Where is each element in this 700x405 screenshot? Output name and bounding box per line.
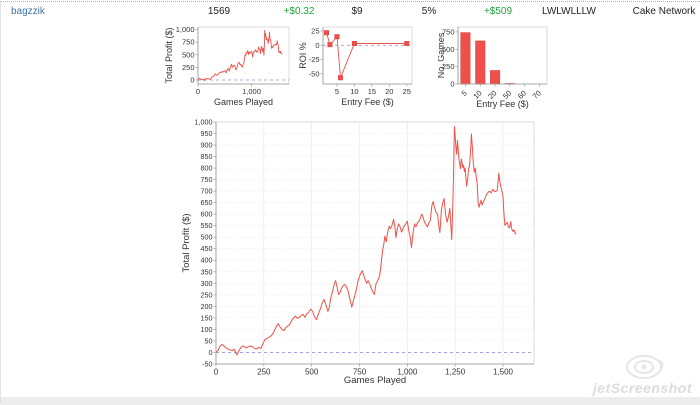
- x-tick-label: 20: [385, 87, 393, 96]
- y-tick-label: 750: [182, 38, 195, 47]
- y-axis-label: No. Games: [438, 32, 446, 78]
- y-axis-label: ROI %: [299, 42, 308, 69]
- y-tick-label: 0: [209, 348, 213, 357]
- bar-5: [460, 32, 471, 85]
- total-profit-spark-line: [197, 30, 283, 81]
- network-value: Cake Network: [632, 6, 696, 17]
- y-tick-label: 250: [182, 63, 195, 72]
- x-tick-label: 250: [257, 368, 271, 377]
- data-point-marker: [404, 41, 410, 47]
- y-tick-label: -25: [309, 55, 320, 64]
- y-tick-label: -50: [309, 69, 320, 78]
- x-axis-label: Entry Fee ($): [341, 97, 394, 107]
- player-name-link[interactable]: bagzzik: [11, 6, 45, 17]
- data-point-marker: [337, 75, 343, 81]
- y-tick-label: 200: [201, 302, 213, 311]
- x-tick-label: 750: [353, 368, 367, 377]
- y-tick-label: 700: [201, 187, 213, 196]
- roi-by-entry-fee-chart: -50 -25 0 25 5 10 15 20 25 Entry Fee ($) ROI %: [299, 19, 417, 114]
- y-tick-label: 500: [201, 233, 213, 242]
- y-tick-label: 750: [201, 175, 213, 184]
- y-tick-label: 0: [190, 76, 194, 85]
- y-tick-label: 500: [182, 50, 195, 59]
- x-tick-label: 10: [350, 87, 358, 96]
- plot-frame: [457, 26, 548, 85]
- x-tick-label: 0: [196, 87, 200, 96]
- y-tick-label: 450: [201, 244, 213, 253]
- x-tick-label: 1,000: [242, 87, 261, 96]
- x-tick-label: 1,500: [493, 368, 514, 377]
- x-tick-label: 15: [368, 87, 376, 96]
- x-tick-label: 500: [305, 368, 319, 377]
- plot-frame: [197, 26, 290, 85]
- x-tick-label: 1,250: [445, 368, 466, 377]
- y-tick-label: 650: [201, 198, 213, 207]
- plot-frame: [215, 121, 535, 365]
- x-axis-label: Games Played: [344, 375, 406, 386]
- y-tick-label: -50: [202, 359, 212, 368]
- page-bottom-strip: [1, 397, 700, 405]
- bar-20: [490, 70, 501, 85]
- average-stake-value: $9: [351, 6, 363, 17]
- total-profit-value: +$509: [483, 6, 513, 17]
- y-axis-label: Total Profit ($): [181, 213, 192, 272]
- total-profit-sparkline-chart: 0 250 500 750 1,000 0 1,000 Games Played Total P…: [164, 19, 294, 114]
- x-tick-label: 5: [460, 89, 469, 98]
- bar-10: [475, 40, 486, 85]
- y-tick-label: 25: [311, 27, 319, 36]
- y-axis-label: Total Profit ($): [164, 27, 174, 83]
- y-tick-label: 350: [201, 267, 213, 276]
- jetscreenshot-logo-icon: [626, 355, 664, 379]
- x-tick-label: 25: [403, 87, 411, 96]
- total-profit-main-line: [215, 126, 517, 356]
- watermark: jetScreenshot: [593, 355, 694, 396]
- x-tick-label: 0: [214, 368, 219, 377]
- x-tick-label: 1,000: [397, 368, 418, 377]
- roi-by-fee-svg: -50 -25 0 25 5 10 15 20 25 Entry Fee ($) ROI %: [299, 27, 413, 107]
- y-tick-label: 150: [201, 313, 213, 322]
- y-tick-label: 1,000: [176, 25, 195, 34]
- y-tick-label: 500: [442, 45, 455, 54]
- y-tick-label: 600: [201, 210, 213, 219]
- y-tick-label: 100: [201, 325, 213, 334]
- x-axis-label: Games Played: [214, 97, 273, 107]
- x-tick-label: 5: [335, 87, 339, 96]
- y-tick-label: 250: [201, 290, 213, 299]
- y-tick-label: 950: [201, 129, 213, 138]
- total-profit-main-svg: -500501001502002503003504004505005506006…: [181, 117, 535, 386]
- y-tick-label: 800: [201, 164, 213, 173]
- data-point-marker: [351, 41, 357, 47]
- y-tick-label: 0: [450, 80, 454, 89]
- games-by-entry-fee-chart: 0 250 500 750 5 10 20 50 60 70 Entry Fee ($) No. Ga…: [438, 19, 553, 116]
- x-axis-label: Entry Fee ($): [476, 99, 529, 109]
- y-tick-label: 1,000: [195, 117, 213, 126]
- total-profit-main-chart: -50 0 50 100 150 200 250 300 350 400 450 500 550 600 6…: [181, 114, 543, 394]
- games-played-value: 1569: [207, 6, 231, 17]
- y-tick-label: 750: [442, 27, 455, 36]
- x-tick-label: 70: [531, 89, 543, 101]
- data-point-marker: [323, 30, 329, 36]
- data-point-marker: [327, 42, 333, 48]
- y-tick-label: 0: [315, 41, 319, 50]
- form-value: LWLWLLLW: [542, 6, 596, 17]
- y-tick-label: 550: [201, 221, 213, 230]
- y-tick-label: 400: [201, 256, 213, 265]
- y-tick-label: 900: [201, 140, 213, 149]
- data-point-marker: [334, 34, 340, 40]
- y-tick-label: 50: [205, 336, 213, 345]
- y-tick-label: 250: [442, 62, 455, 71]
- y-tick-label: 850: [201, 152, 213, 161]
- average-roi-value: 5%: [421, 6, 437, 17]
- watermark-text: jetScreenshot: [592, 380, 692, 396]
- average-profit-value: +$0.32: [283, 6, 315, 17]
- y-tick-label: 300: [201, 279, 213, 288]
